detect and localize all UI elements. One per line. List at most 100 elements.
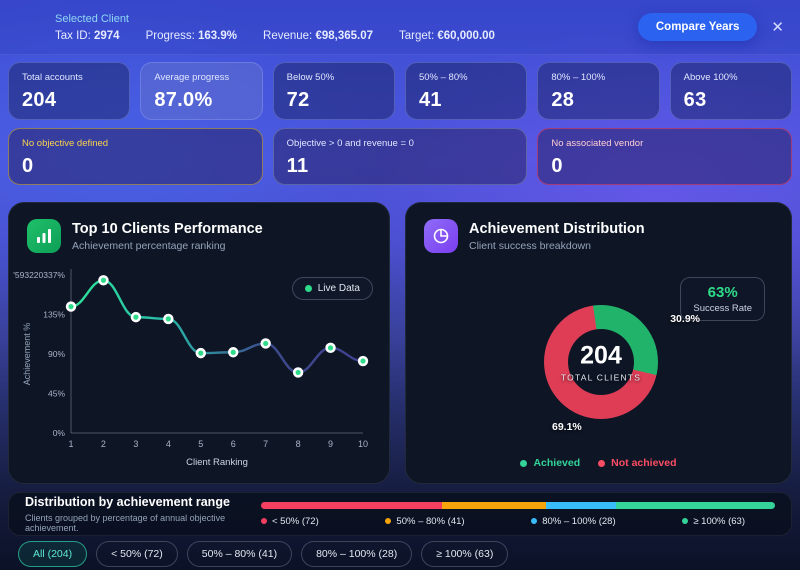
donut-chart-subtitle: Client success breakdown — [469, 239, 591, 252]
achieved-slice-label: 30.9% — [670, 313, 700, 325]
donut-chart-titles: Achievement Distribution Client success … — [469, 221, 645, 252]
header-actions: Compare Years ✕ — [637, 13, 784, 41]
kpi-label: Below 50% — [286, 72, 335, 83]
achievement-distribution-panel: Achievement Distribution Client success … — [405, 202, 792, 484]
kpi-row-secondary: No objective defined 0 Objective > 0 and r… — [8, 128, 793, 185]
line-chart-header: Top 10 Clients Performance Achievement p… — [9, 203, 389, 259]
y-tick-label: '593220337% — [13, 270, 65, 280]
bar-segment — [616, 501, 775, 509]
compare-years-button[interactable]: Compare Years — [637, 13, 758, 41]
legend-label: < 50% (72) — [272, 515, 319, 527]
kpi-row-primary: Total accounts 204 Average progress 87.0% Be… — [8, 62, 792, 120]
x-tick-label: 9 — [328, 439, 333, 449]
success-rate-value: 63% — [707, 284, 738, 301]
success-rate-label: Success Rate — [693, 303, 752, 314]
y-tick-label: 45% — [48, 389, 65, 399]
kpi-card: No associated vendor 0 — [537, 128, 793, 185]
kpi-value: 0 — [22, 155, 34, 177]
bar-segment — [442, 501, 546, 509]
line-chart: '593220337% 135% 90% 45% 0% Achievement % 1 2 3 4… — [13, 269, 369, 468]
x-tick-label: 2 — [101, 439, 106, 449]
kpi-card: Total accounts 204 — [8, 62, 131, 120]
distribution-panel: Distribution by achievement range Client… — [8, 492, 792, 536]
kpi-card: Above 100% 63 — [669, 62, 792, 120]
legend-item: Not achieved — [598, 457, 677, 469]
y-tick-label: 135% — [43, 310, 65, 320]
line-chart-title: Top 10 Clients Performance — [72, 220, 263, 237]
bar-segment — [545, 501, 617, 509]
filter-pill[interactable]: ≥ 100% (63) — [421, 541, 509, 567]
distribution-legend-item: 50% – 80% (41) — [385, 515, 465, 527]
kpi-label: 80% – 100% — [551, 72, 606, 83]
kpi-value: 0 — [551, 155, 563, 177]
kpi-value: 41 — [418, 89, 442, 111]
distribution-legend: < 50% (72) 50% – 80% (41) 80% – 100% (28) ≥… — [261, 516, 775, 527]
legend-dot-icon — [682, 518, 689, 524]
client-stat: Revenue: €98,365.07 — [263, 29, 374, 42]
kpi-label: 50% – 80% — [418, 72, 468, 83]
legend-label: Not achieved — [611, 457, 677, 469]
selected-client-label: Selected Client — [55, 12, 129, 25]
total-clients-value: 204 — [580, 341, 622, 370]
top-clients-panel: Top 10 Clients Performance Achievement p… — [8, 202, 390, 484]
client-stats: Tax ID: 2974 Progress: 163.9% Revenue: €98… — [55, 30, 495, 42]
legend-dot-icon — [261, 518, 267, 524]
y-tick-label: 90% — [48, 349, 65, 359]
kpi-value: 72 — [286, 89, 310, 111]
legend-label: Achieved — [533, 457, 581, 469]
live-data-badge: Live Data — [291, 277, 373, 300]
donut-chart: 204 TOTAL CLIENTS 30.9% 69.1% — [544, 305, 700, 433]
legend-item: Achieved — [520, 457, 580, 469]
legend-dot-icon — [531, 518, 538, 524]
x-tick-label: 1 — [68, 439, 73, 449]
legend-dot-icon — [598, 459, 606, 467]
kpi-label: Above 100% — [683, 72, 738, 83]
filter-pill[interactable]: < 50% (72) — [96, 541, 178, 567]
not-achieved-slice-label: 69.1% — [552, 421, 582, 433]
legend-label: ≥ 100% (63) — [693, 515, 745, 527]
kpi-value: 28 — [551, 89, 575, 111]
kpi-value: 63 — [683, 89, 707, 111]
bar-segment — [261, 501, 443, 509]
donut-chart-header: Achievement Distribution Client success … — [406, 203, 791, 259]
y-axis-label: Achievement % — [22, 323, 32, 386]
x-tick-label: 7 — [263, 439, 268, 449]
x-tick-label: 10 — [358, 439, 368, 449]
close-icon[interactable]: ✕ — [771, 18, 784, 36]
legend-label: 80% – 100% (28) — [542, 515, 616, 527]
client-stat: Target: €60,000.00 — [399, 29, 495, 42]
distribution-chart: < 50% (72) 50% – 80% (41) 80% – 100% (28) ≥… — [261, 501, 775, 527]
distribution-title: Distribution by achievement range — [25, 495, 230, 509]
kpi-label: Total accounts — [22, 72, 83, 83]
x-tick-label: 4 — [166, 439, 171, 449]
range-filter-pills: All (204) < 50% (72) 50% – 80% (41) 80% – 1… — [18, 541, 509, 567]
x-axis-label: Client Ranking — [186, 457, 248, 468]
donut-chart-title: Achievement Distribution — [469, 220, 645, 237]
kpi-card: 80% – 100% 28 — [537, 62, 660, 120]
client-summary: Selected Client Tax ID: 2974 Progress: 16… — [55, 13, 495, 42]
filter-pill[interactable]: 50% – 80% (41) — [186, 541, 293, 567]
kpi-card: Average progress 87.0% — [140, 62, 263, 120]
x-tick-label: 6 — [231, 439, 236, 449]
distribution-subtitle: Clients grouped by percentage of annual … — [25, 513, 226, 533]
legend-dot-icon — [520, 459, 528, 467]
kpi-value: 87.0% — [154, 89, 213, 111]
kpi-label: No objective defined — [22, 138, 109, 149]
kpi-card: No objective defined 0 — [8, 128, 263, 185]
header-bar: Selected Client Tax ID: 2974 Progress: 16… — [0, 0, 800, 55]
kpi-label: Average progress — [154, 72, 230, 83]
donut-legend: Achieved Not achieved — [406, 457, 791, 469]
success-rate-badge: 63% Success Rate — [680, 277, 765, 321]
x-tick-label: 3 — [133, 439, 138, 449]
kpi-label: Objective > 0 and revenue = 0 — [286, 138, 414, 149]
distribution-titles: Distribution by achievement range Client… — [25, 495, 243, 533]
y-tick-label: 0% — [53, 428, 66, 438]
live-data-dot-icon — [304, 285, 312, 292]
filter-pill[interactable]: 80% – 100% (28) — [301, 541, 413, 567]
filter-pill[interactable]: All (204) — [18, 541, 88, 567]
line-chart-titles: Top 10 Clients Performance Achievement p… — [72, 221, 263, 252]
pie-chart-icon — [424, 219, 458, 253]
legend-label: 50% – 80% (41) — [396, 515, 465, 527]
live-data-label: Live Data — [317, 283, 360, 294]
